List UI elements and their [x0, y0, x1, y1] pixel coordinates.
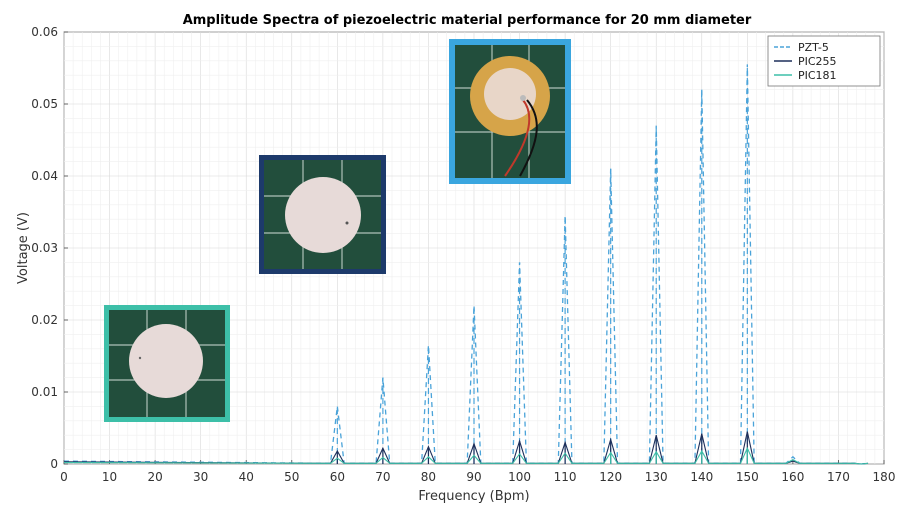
x-tick-label: 0	[60, 470, 68, 484]
x-tick-label: 40	[239, 470, 254, 484]
y-tick-label: 0.04	[31, 169, 58, 183]
x-tick-label: 20	[147, 470, 162, 484]
y-tick-label: 0	[50, 457, 58, 471]
legend-label: PZT-5	[798, 41, 829, 54]
x-tick-label: 110	[554, 470, 577, 484]
x-axis-ticks: 0 10 20 30 40 50 60 70 80 90 100 110 120 130 140 150 160…	[60, 460, 895, 484]
x-tick-label: 180	[873, 470, 896, 484]
x-tick-label: 90	[466, 470, 481, 484]
PIC255-sample-photo	[259, 155, 386, 274]
PZT-5-sample-photo	[449, 39, 571, 184]
x-tick-label: 60	[330, 470, 345, 484]
y-tick-label: 0.01	[31, 385, 58, 399]
y-tick-label: 0.03	[31, 241, 58, 255]
PIC181-sample-photo	[104, 305, 230, 422]
x-tick-label: 160	[781, 470, 804, 484]
x-tick-label: 170	[827, 470, 850, 484]
x-tick-label: 70	[375, 470, 390, 484]
series-group	[63, 64, 869, 465]
x-tick-label: 50	[284, 470, 299, 484]
y-tick-label: 0.02	[31, 313, 58, 327]
x-tick-label: 30	[193, 470, 208, 484]
y-axis-label: Voltage (V)	[16, 212, 31, 284]
x-tick-label: 150	[736, 470, 759, 484]
x-axis-label: Frequency (Bpm)	[418, 489, 529, 504]
x-tick-label: 10	[102, 470, 117, 484]
x-tick-label: 130	[645, 470, 668, 484]
series-line-PIC181	[63, 446, 869, 465]
x-tick-label: 100	[508, 470, 531, 484]
y-tick-label: 0.05	[31, 97, 58, 111]
y-tick-label: 0.06	[31, 25, 58, 39]
x-tick-label: 120	[599, 470, 622, 484]
y-axis-ticks: 0 0.01 0.02 0.03 0.04 0.05 0.06	[31, 25, 68, 471]
legend-label: PIC181	[798, 69, 837, 82]
series-PIC181	[63, 446, 869, 465]
x-tick-label: 80	[421, 470, 436, 484]
x-tick-label: 140	[690, 470, 713, 484]
chart-title: Amplitude Spectra of piezoelectric mater…	[183, 13, 752, 28]
legend-label: PIC255	[798, 55, 837, 68]
